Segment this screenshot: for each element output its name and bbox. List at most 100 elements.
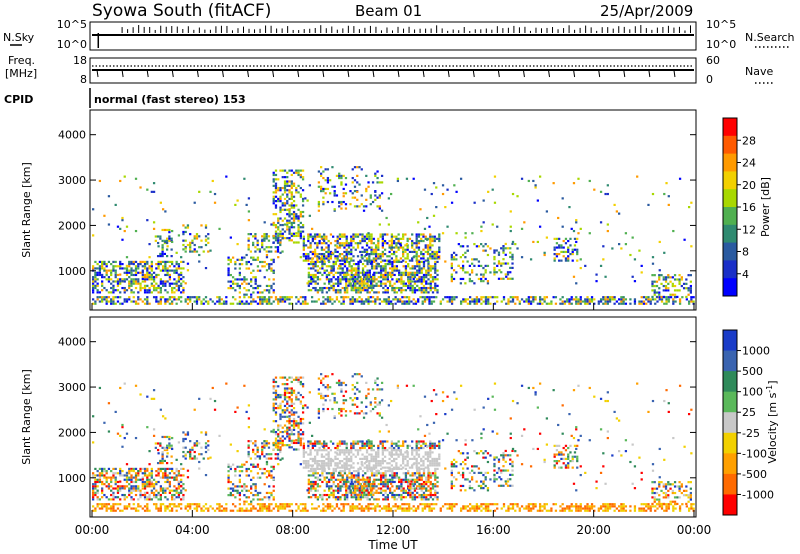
power-cell [316,278,320,281]
velocity-cell [286,505,289,508]
power-cell [411,246,414,249]
power-cell [323,269,326,272]
power-cell [292,241,296,244]
power-cell [633,258,637,261]
velocity-cell [159,444,162,447]
velocity-cell [367,503,370,506]
power-cell [453,298,456,301]
power-cell [567,255,570,258]
power-cell [345,253,348,256]
power-cell [96,278,99,281]
velocity-cell [195,503,199,506]
power-cell [493,201,497,204]
power-cell [263,300,266,303]
velocity-cell [325,442,328,445]
velocity-cell [290,441,293,445]
power-cell [450,298,454,301]
power-cell [567,248,570,251]
power-cell [446,296,449,299]
velocity-cell [290,413,293,416]
velocity-cell [356,462,360,465]
power-cell [314,262,317,266]
power-cell [673,295,677,299]
power-cell [134,302,138,305]
velocity-cell [421,503,424,506]
power-cell [164,260,167,263]
power-cell [484,269,487,272]
velocity-cell [374,455,378,458]
power-cell [331,251,334,254]
power-cell [314,260,317,263]
power-cell [593,298,596,301]
velocity-cell [507,505,510,508]
power-cell [461,245,465,248]
velocity-cell [327,462,330,465]
velocity-cell [480,505,483,508]
velocity-cell [245,489,248,492]
power-cell [426,248,430,251]
power-cell [395,278,399,281]
velocity-cell [350,460,353,463]
power-cell [141,280,144,283]
power-cell [301,210,305,214]
velocity-cell [313,462,317,465]
velocity-cell [379,460,382,463]
velocity-cell [128,493,131,497]
power-cell [379,276,383,279]
power-cell [299,195,302,198]
power-cell [388,255,391,258]
power-cell [98,269,102,272]
power-cell [375,291,378,294]
velocity-cell [195,507,199,510]
power-cell [489,302,492,305]
power-cell [159,291,162,294]
power-cell [309,289,313,292]
power-cell [332,262,335,266]
power-cell [505,302,508,305]
velocity-cell [150,483,153,486]
power-cell [130,262,133,265]
velocity-cell [110,478,113,481]
power-cell [365,286,368,289]
power-cell [541,298,544,301]
power-cell [432,214,436,217]
power-cell [361,239,364,243]
power-cell [665,302,668,305]
power-cell [323,235,326,238]
power-cell [365,235,369,238]
velocity-cell [405,507,409,510]
power-cell [182,276,185,279]
power-cell [164,273,167,277]
power-cell [195,237,199,240]
power-cell [348,262,351,266]
power-cell [384,273,387,277]
power-cell [276,241,280,244]
power-cell [678,274,681,277]
power-cell [464,236,467,239]
power-cell [283,237,287,240]
velocity-cell [329,505,332,508]
power-cell [391,284,394,287]
power-cell [420,276,423,279]
power-cell [339,278,342,281]
power-cell [155,286,158,290]
velocity-cell [101,507,104,510]
power-cell [323,260,326,263]
power-cell [419,296,422,299]
velocity-cell [112,467,115,470]
velocity-cell [286,389,289,392]
power-cell [568,298,571,301]
power-cell [274,169,278,172]
power-cell [261,243,264,247]
power-cell [256,302,260,305]
power-cell [647,300,650,303]
power-cell [425,291,428,294]
power-cell [204,300,208,303]
power-cell [473,258,476,261]
power-cell [575,300,578,303]
power-cell [395,250,398,254]
velocity-cell [155,480,158,484]
velocity-cell [290,398,293,401]
velocity-cell [130,474,133,477]
velocity-cell [307,442,310,445]
